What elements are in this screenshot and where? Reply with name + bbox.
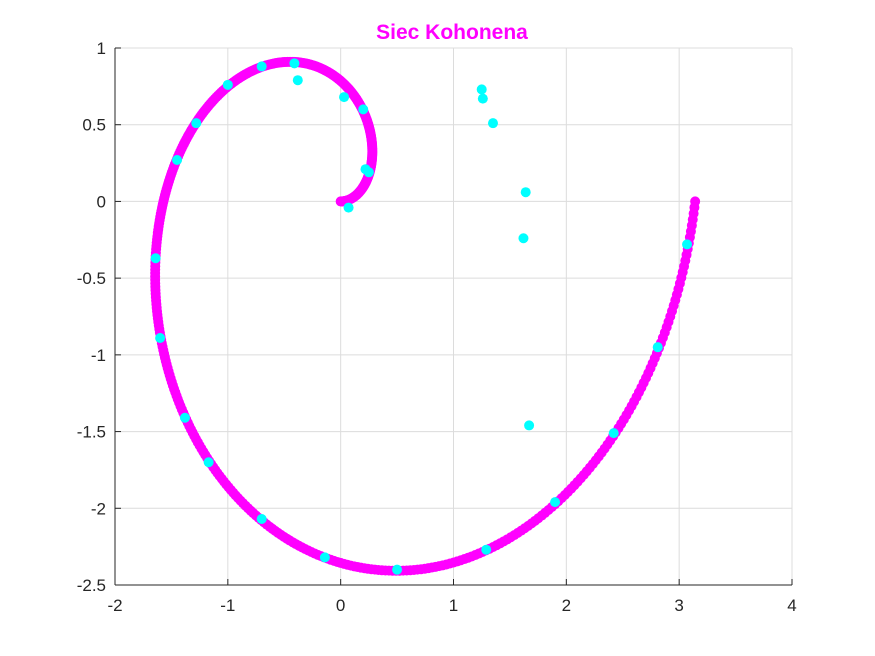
neuron-point-12 [155,332,166,343]
spiral-point [690,196,701,207]
x-tick-label-5: 3 [674,596,683,615]
axes [114,47,793,586]
y-tick-label-7: -2.5 [77,576,106,595]
neuron-point-16 [319,552,330,563]
neuron-point-27 [477,93,488,104]
tick-labels: -2 -1 0 1 2 3 410.50-0.5-1-1.5-2-2.5 [77,39,797,615]
neuron-point-10 [172,155,183,166]
x-tick-label-1: -1 [220,596,235,615]
x-tick-label-6: 4 [787,596,796,615]
y-tick-label-5: -1.5 [77,423,106,442]
neuron-point-13 [179,412,190,423]
x-tick-label-2: 0 [336,596,345,615]
neuron-point-21 [652,342,663,353]
neuron-point-15 [256,514,267,525]
neuron-point-2 [360,164,371,175]
y-tick-label-2: 0 [97,192,106,211]
neuron-point-0 [343,202,354,213]
neuron-point-4 [339,92,350,103]
y-tick-label-4: -1 [91,346,106,365]
grid-lines [114,47,793,586]
y-tick-label-0: 1 [97,39,106,58]
y-tick-label-1: 0.5 [82,116,106,135]
neuron-point-9 [191,118,202,129]
chart-title: Siec Kohonena [376,21,528,44]
neuron-point-22 [682,239,693,250]
x-tick-label-4: 2 [562,596,571,615]
neuron-point-25 [520,187,531,198]
neuron-point-17 [392,564,403,575]
neuron-point-28 [476,84,487,95]
neuron-point-7 [256,61,267,72]
neuron-point-3 [358,104,369,115]
neuron-point-11 [150,253,161,264]
x-tick-label-0: -2 [107,596,122,615]
y-tick-label-3: -0.5 [77,269,106,288]
neuron-point-24 [518,233,529,244]
neuron-point-23 [524,420,535,431]
neuron-point-5 [292,75,303,86]
neuron-point-19 [550,497,561,508]
neuron-point-6 [289,58,300,69]
neuron-point-26 [487,118,498,129]
neuron-series [150,58,693,575]
neuron-point-14 [203,457,214,468]
neuron-point-8 [222,79,233,90]
spiral-series [150,56,701,576]
neuron-point-20 [608,428,619,439]
neuron-point-18 [481,544,492,555]
x-tick-label-3: 1 [449,596,458,615]
y-tick-label-6: -2 [91,499,106,518]
